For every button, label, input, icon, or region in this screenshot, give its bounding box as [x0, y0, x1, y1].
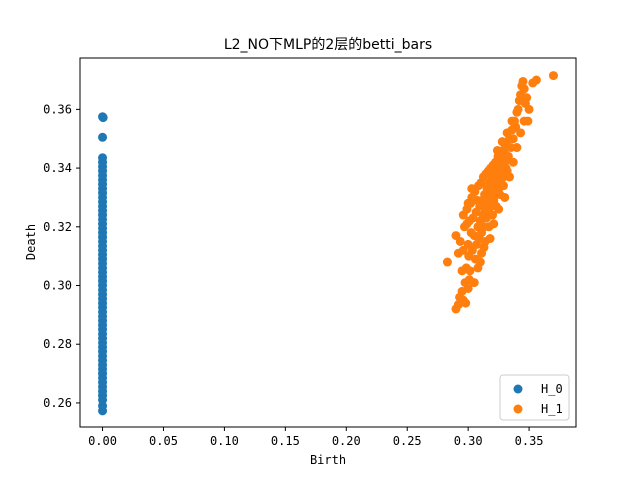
legend-marker-h1: [513, 404, 523, 414]
h1-point: [489, 219, 499, 229]
h1-point: [508, 134, 518, 144]
h1-point: [488, 210, 498, 220]
h1-point: [513, 104, 523, 114]
h0-point: [98, 132, 108, 142]
h1-point: [500, 192, 510, 202]
h1-point: [497, 137, 507, 147]
legend: H_0 H_1: [499, 374, 570, 421]
h1-point: [512, 143, 522, 153]
h1-point: [458, 210, 468, 220]
h0-point: [98, 153, 108, 163]
y-tick-label: 0.30: [43, 279, 72, 293]
h1-point: [442, 257, 452, 267]
x-axis-label: Birth: [310, 453, 346, 467]
series-h1-points: [442, 71, 558, 314]
x-axis-ticks: 0.00 0.05 0.10 0.15 0.20 0.25 0.30 0.35: [88, 427, 544, 448]
h1-point: [485, 234, 495, 244]
y-tick-label: 0.34: [43, 161, 72, 175]
legend-marker-h0: [513, 384, 523, 394]
h1-point: [524, 104, 534, 114]
plot-area-frame: [79, 57, 577, 428]
h1-point: [548, 71, 558, 81]
y-axis-ticks: 0.26 0.28 0.30 0.32 0.34 0.36: [43, 102, 80, 410]
h1-point: [462, 219, 472, 229]
x-tick-label: 0.10: [210, 434, 239, 448]
h1-point: [519, 84, 529, 94]
y-tick-label: 0.36: [43, 102, 72, 116]
y-tick-label: 0.32: [43, 220, 72, 234]
h1-point: [502, 128, 512, 138]
h1-point: [463, 283, 473, 293]
h1-point: [531, 75, 541, 85]
h1-point: [518, 76, 528, 86]
y-tick-label: 0.28: [43, 337, 72, 351]
h1-point: [516, 128, 526, 138]
h1-point: [479, 242, 489, 252]
chart-title: L2_NO下MLP的2层的betti_bars: [224, 37, 432, 53]
h1-point: [467, 184, 477, 194]
legend-label-h0: H_0: [541, 382, 563, 396]
h1-point: [507, 116, 517, 126]
h1-point: [464, 275, 474, 285]
x-tick-label: 0.30: [454, 434, 483, 448]
h0-point: [98, 113, 108, 123]
h1-point: [508, 157, 518, 167]
h1-point: [494, 204, 504, 214]
legend-label-h1: H_1: [541, 402, 563, 416]
h1-point: [498, 181, 508, 191]
x-tick-label: 0.20: [332, 434, 361, 448]
x-tick-label: 0.15: [271, 434, 300, 448]
x-tick-label: 0.25: [393, 434, 422, 448]
y-tick-label: 0.26: [43, 396, 72, 410]
x-tick-label: 0.35: [515, 434, 544, 448]
h1-point: [522, 93, 532, 103]
x-tick-label: 0.05: [149, 434, 178, 448]
h1-point: [492, 145, 502, 155]
h1-point: [461, 298, 471, 308]
h1-point: [455, 236, 465, 246]
y-axis-label: Death: [24, 224, 38, 260]
h1-point: [505, 172, 515, 182]
h1-point: [465, 266, 475, 276]
h1-point: [519, 116, 529, 126]
h1-point: [475, 257, 485, 267]
h1-point: [463, 198, 473, 208]
series-h0-points: [98, 112, 108, 416]
x-tick-label: 0.00: [88, 434, 117, 448]
